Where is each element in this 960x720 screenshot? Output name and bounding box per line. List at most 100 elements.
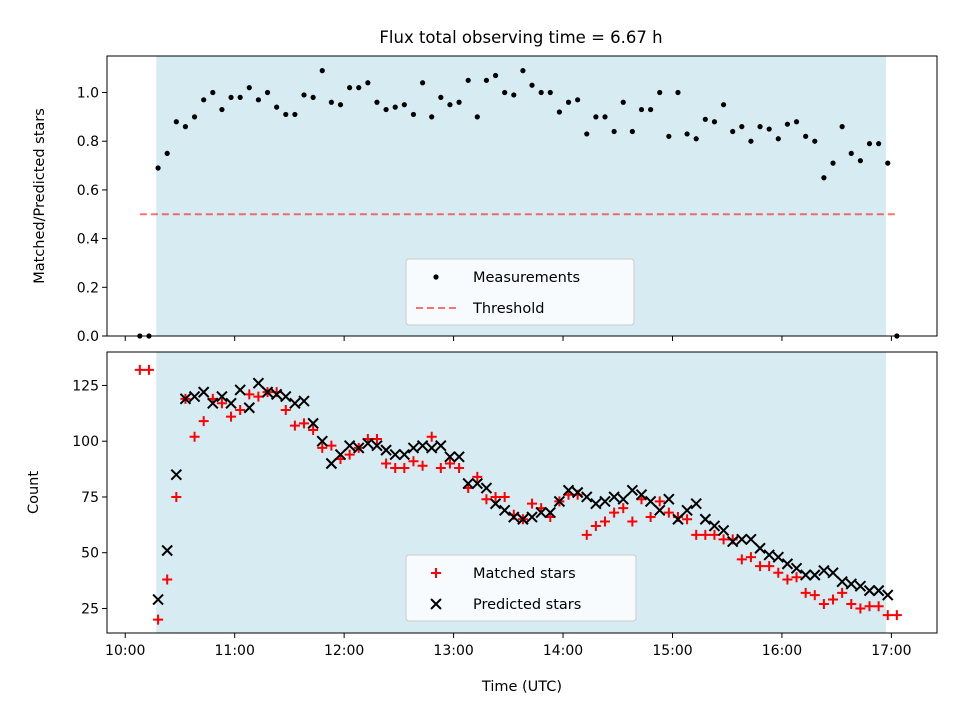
y-tick-label: 100: [72, 434, 99, 450]
data-point: [308, 425, 319, 436]
data-point: [234, 384, 246, 396]
data-point: [803, 133, 809, 139]
data-point: [362, 437, 374, 450]
data-point: [562, 484, 575, 496]
data-point: [483, 77, 490, 83]
y-axis-label: Count: [26, 471, 42, 514]
data-point: [225, 397, 237, 410]
data-point: [611, 128, 617, 135]
data-point: [261, 386, 274, 398]
data-point: [353, 442, 365, 454]
data-point: [827, 567, 839, 579]
x-tick-label: 13:00: [433, 643, 473, 659]
data-point: [347, 85, 353, 91]
data-point: [153, 614, 164, 625]
data-point: [846, 599, 857, 610]
data-point: [438, 94, 444, 100]
data-point: [161, 544, 173, 557]
data-point: [392, 104, 398, 110]
data-point: [401, 102, 407, 108]
data-point: [739, 124, 745, 130]
data-point: [717, 524, 730, 537]
data-point: [435, 462, 446, 473]
ratio-panel: 0.0 0.2 0.4 0.6 0.8 1.0 Matched/Predicted star…: [32, 55, 938, 345]
data-point: [343, 439, 356, 452]
data-point: [299, 418, 310, 429]
data-point: [472, 471, 483, 482]
data-point: [730, 128, 736, 135]
data-point: [720, 102, 727, 108]
y-tick-label: 25: [81, 601, 99, 617]
data-point: [855, 603, 866, 614]
data-point: [425, 442, 438, 454]
data-point: [763, 549, 775, 561]
data-point: [246, 85, 252, 91]
data-point: [410, 111, 417, 118]
data-point: [681, 504, 693, 517]
data-point: [882, 610, 893, 621]
data-point: [371, 433, 382, 444]
data-point: [620, 99, 626, 105]
data-point: [565, 99, 572, 105]
y-tick-label: 125: [72, 378, 99, 394]
data-point: [709, 529, 720, 540]
data-point: [201, 97, 207, 103]
data-point: [280, 390, 292, 403]
data-point: [755, 561, 766, 572]
data-point: [508, 511, 520, 523]
data-point: [793, 119, 800, 125]
x-axis-label: Time (UTC): [481, 679, 562, 695]
data-point: [419, 80, 426, 86]
data-point: [684, 131, 690, 137]
x-tick-label: 12:00: [324, 643, 364, 659]
y-axis-label: Matched/Predicted stars: [32, 108, 48, 284]
data-point: [511, 92, 517, 98]
data-point: [654, 504, 666, 517]
data-point: [526, 511, 538, 523]
data-point: [334, 448, 347, 461]
data-point: [216, 398, 227, 409]
data-point: [821, 175, 827, 181]
data-point: [447, 102, 453, 108]
data-point: [365, 80, 371, 86]
data-point: [253, 391, 264, 402]
data-point: [454, 462, 465, 473]
data-point: [407, 442, 420, 454]
data-point: [319, 68, 325, 74]
data-point: [170, 468, 183, 481]
count-panel: 25 50 75 100 125 10:00 11:00 12:00 13:00 14:00 15:…: [26, 351, 938, 695]
data-point: [682, 514, 693, 525]
x-tick-label: 15:00: [652, 643, 692, 659]
data-point: [711, 119, 718, 125]
data-point: [593, 114, 599, 120]
data-point: [866, 141, 873, 147]
data-point: [782, 574, 793, 585]
data-point: [553, 495, 566, 508]
data-point: [663, 493, 675, 505]
data-point: [252, 377, 265, 389]
data-point: [264, 89, 271, 96]
data-point: [876, 141, 882, 147]
data-point: [444, 458, 455, 469]
data-point: [489, 497, 502, 510]
data-point: [179, 393, 192, 405]
data-point: [326, 440, 337, 451]
chart-title: Flux total observing time = 6.67 h: [379, 28, 662, 47]
data-point: [189, 431, 200, 442]
data-point: [143, 364, 154, 375]
data-point: [873, 601, 884, 612]
data-point: [255, 97, 262, 103]
data-point: [675, 89, 681, 96]
data-point: [830, 160, 836, 166]
data-point: [812, 138, 818, 144]
data-point: [617, 493, 629, 505]
x-tick-label: 11:00: [215, 643, 255, 659]
data-point: [164, 150, 170, 156]
legend-marker: [431, 568, 441, 578]
data-point: [809, 590, 820, 601]
data-point: [818, 564, 830, 577]
data-point: [809, 569, 821, 581]
data-point: [444, 451, 456, 463]
data-point: [226, 411, 237, 422]
data-point: [492, 72, 499, 79]
